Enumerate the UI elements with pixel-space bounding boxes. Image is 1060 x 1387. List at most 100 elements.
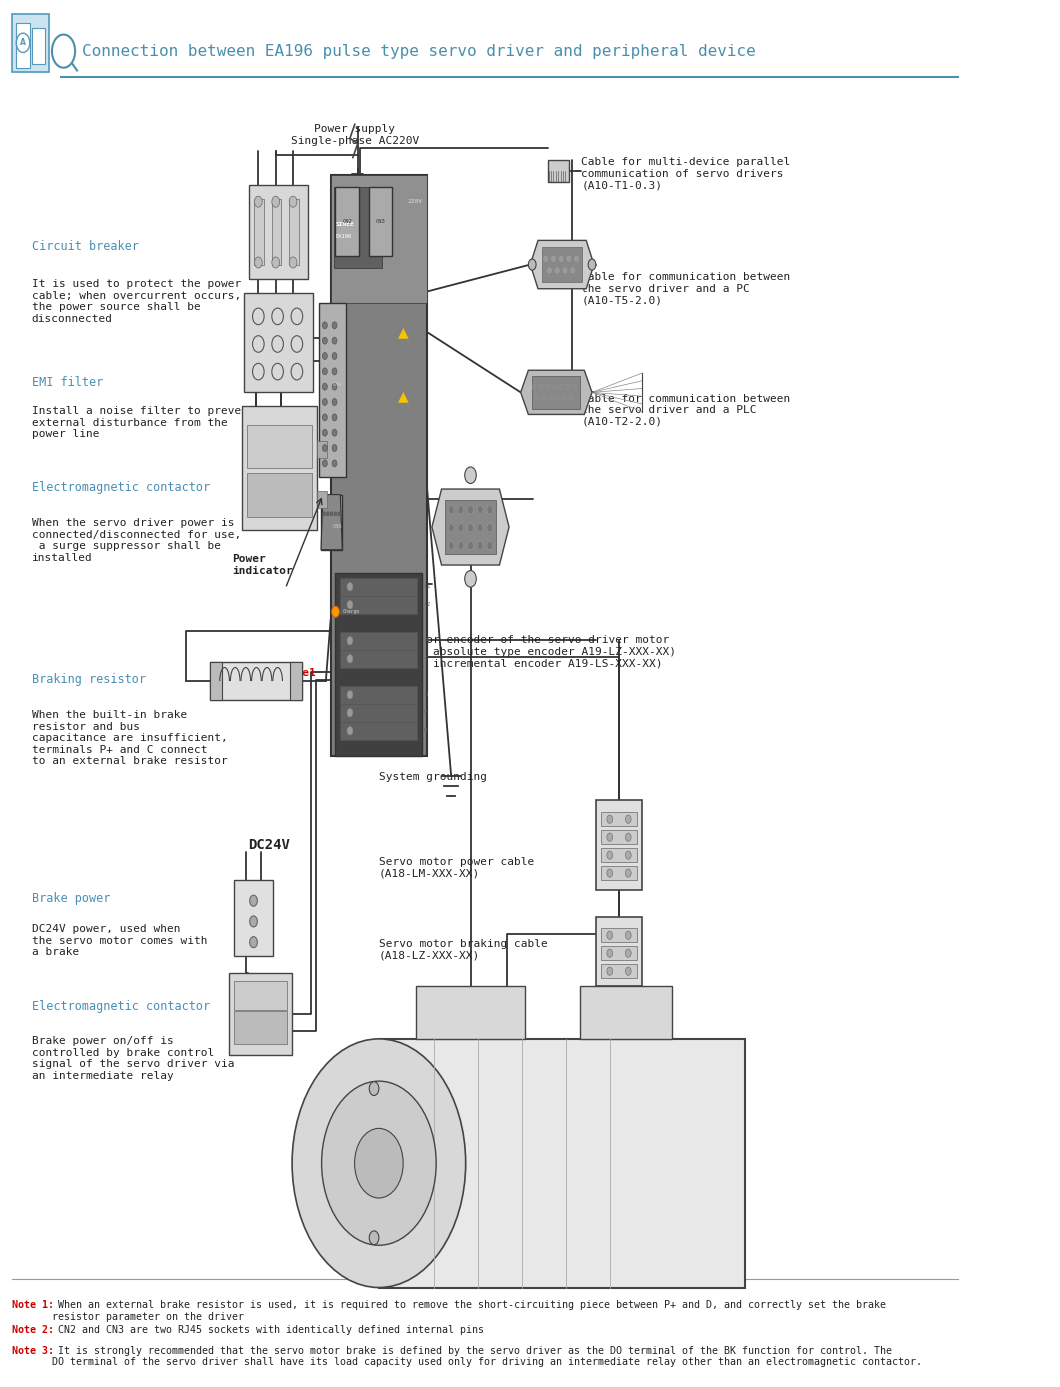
- Circle shape: [293, 1039, 465, 1287]
- Bar: [601, 849, 637, 863]
- Bar: [340, 578, 418, 596]
- Bar: [596, 917, 642, 986]
- Circle shape: [542, 395, 546, 399]
- Bar: [601, 946, 637, 960]
- Polygon shape: [306, 1133, 378, 1193]
- Bar: [369, 186, 392, 255]
- Text: W: W: [424, 728, 427, 734]
- Circle shape: [271, 257, 280, 268]
- Text: When the built-in brake
resistor and bus
capacitance are insufficient,
terminals: When the built-in brake resistor and bus…: [32, 710, 228, 767]
- Bar: [340, 632, 418, 651]
- Circle shape: [330, 512, 333, 516]
- Bar: [340, 723, 418, 741]
- Circle shape: [487, 523, 493, 531]
- Circle shape: [448, 541, 454, 549]
- Circle shape: [250, 936, 258, 947]
- Circle shape: [625, 949, 631, 957]
- Circle shape: [322, 445, 328, 452]
- Circle shape: [322, 352, 328, 359]
- Text: DC24V: DC24V: [248, 839, 289, 853]
- Bar: [581, 986, 672, 1039]
- Text: SINEE: SINEE: [335, 222, 354, 227]
- Text: Brake power on/off is
controlled by brake control
signal of the servo driver via: Brake power on/off is controlled by brak…: [32, 1036, 234, 1080]
- Circle shape: [369, 1230, 378, 1244]
- Text: System grounding: System grounding: [378, 773, 487, 782]
- Circle shape: [458, 506, 463, 515]
- Text: DC24V power, used when
the servo motor comes with
a brake: DC24V power, used when the servo motor c…: [32, 924, 207, 957]
- Text: U: U: [424, 692, 427, 698]
- Bar: [334, 187, 382, 268]
- Circle shape: [566, 384, 569, 390]
- Text: It is strongly recommended that the servo motor brake is defined by the servo dr: It is strongly recommended that the serv…: [52, 1345, 921, 1368]
- Circle shape: [322, 368, 328, 374]
- Bar: [210, 662, 222, 700]
- Text: L2: L2: [424, 602, 430, 608]
- Circle shape: [625, 931, 631, 939]
- Circle shape: [338, 512, 341, 516]
- Circle shape: [607, 931, 613, 939]
- Circle shape: [588, 259, 596, 270]
- Circle shape: [625, 852, 631, 860]
- Text: CN2: CN2: [342, 219, 352, 223]
- Circle shape: [625, 816, 631, 824]
- Circle shape: [347, 709, 353, 717]
- Circle shape: [567, 257, 570, 262]
- Bar: [601, 831, 637, 845]
- Text: Note2: Note2: [390, 198, 424, 208]
- Text: Note 3:: Note 3:: [13, 1345, 54, 1355]
- Bar: [542, 247, 582, 282]
- Circle shape: [369, 1082, 378, 1096]
- Circle shape: [464, 570, 476, 587]
- Text: 220V: 220V: [407, 200, 422, 204]
- Text: Brake power: Brake power: [32, 892, 110, 906]
- Polygon shape: [431, 490, 509, 565]
- Circle shape: [528, 259, 536, 270]
- Text: Cable for communication between
the servo driver and a PLC
(A10-T2-2.0): Cable for communication between the serv…: [581, 394, 791, 427]
- Circle shape: [332, 337, 337, 344]
- Bar: [249, 184, 308, 279]
- Circle shape: [544, 257, 548, 262]
- Circle shape: [487, 541, 493, 549]
- Bar: [271, 198, 282, 265]
- Circle shape: [467, 523, 474, 531]
- Bar: [234, 879, 272, 956]
- Circle shape: [271, 196, 280, 207]
- Circle shape: [322, 413, 328, 420]
- Bar: [596, 800, 642, 889]
- Circle shape: [332, 413, 337, 420]
- Circle shape: [477, 523, 483, 531]
- Circle shape: [625, 967, 631, 975]
- Circle shape: [548, 268, 551, 273]
- Circle shape: [254, 257, 262, 268]
- Circle shape: [332, 606, 339, 617]
- Polygon shape: [321, 495, 342, 549]
- Bar: [247, 424, 313, 469]
- Bar: [335, 573, 422, 756]
- Circle shape: [625, 834, 631, 842]
- Text: ▲: ▲: [398, 388, 408, 404]
- Bar: [335, 186, 358, 255]
- Bar: [416, 986, 526, 1039]
- Bar: [317, 491, 326, 508]
- Circle shape: [562, 395, 566, 399]
- Circle shape: [332, 460, 337, 467]
- Text: Note 1:: Note 1:: [13, 1300, 54, 1309]
- Circle shape: [322, 398, 328, 405]
- Polygon shape: [530, 240, 594, 288]
- Circle shape: [347, 637, 353, 645]
- Bar: [289, 198, 299, 265]
- Text: A: A: [20, 39, 25, 47]
- Circle shape: [347, 583, 353, 591]
- Circle shape: [347, 727, 353, 735]
- Text: Braking resistor: Braking resistor: [32, 673, 145, 685]
- Circle shape: [347, 691, 353, 699]
- Text: Cable for communication between
the servo driver and a PC
(A10-T5-2.0): Cable for communication between the serv…: [581, 272, 791, 305]
- Circle shape: [625, 868, 631, 877]
- Text: Servo motor power cable
(A18-LM-XXX-XX): Servo motor power cable (A18-LM-XXX-XX): [378, 857, 534, 878]
- Circle shape: [326, 512, 330, 516]
- Circle shape: [607, 949, 613, 957]
- Text: Charge: Charge: [342, 609, 359, 614]
- Circle shape: [289, 257, 297, 268]
- Circle shape: [540, 384, 543, 390]
- Circle shape: [555, 395, 559, 399]
